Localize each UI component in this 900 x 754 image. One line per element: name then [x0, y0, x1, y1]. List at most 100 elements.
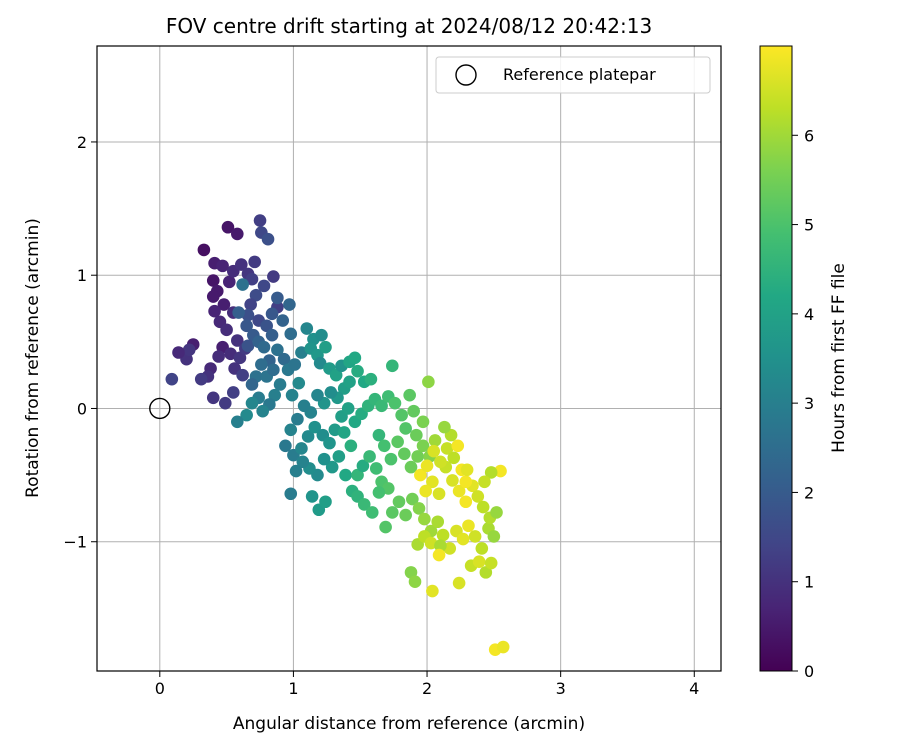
- data-point: [332, 450, 346, 463]
- data-point: [194, 372, 208, 386]
- data-point: [419, 484, 433, 498]
- data-point: [325, 460, 339, 474]
- data-point: [478, 475, 491, 489]
- data-point: [395, 408, 408, 422]
- data-point: [434, 539, 447, 553]
- data-point: [265, 328, 279, 342]
- data-point: [426, 584, 439, 598]
- data-point: [436, 528, 450, 542]
- data-point: [398, 447, 411, 461]
- data-point: [271, 343, 284, 357]
- data-point: [420, 459, 434, 473]
- data-point: [452, 576, 466, 590]
- data-point: [291, 412, 304, 426]
- data-point: [273, 378, 287, 391]
- colorbar-tick-label: 2: [804, 483, 814, 502]
- colorbar-tick-label: 3: [804, 394, 814, 413]
- data-point: [296, 455, 310, 469]
- data-point: [248, 255, 261, 269]
- data-point: [341, 402, 355, 415]
- data-point: [257, 340, 271, 354]
- data-point: [265, 307, 279, 321]
- data-point: [399, 508, 412, 522]
- data-point: [351, 364, 364, 378]
- data-point: [267, 270, 280, 283]
- data-point: [446, 474, 459, 487]
- data-point: [329, 368, 343, 382]
- data-point: [295, 442, 308, 455]
- data-point: [323, 436, 336, 450]
- data-point: [267, 363, 280, 377]
- data-point: [285, 388, 299, 402]
- data-point: [315, 328, 328, 342]
- data-point: [208, 304, 221, 318]
- data-point: [411, 450, 424, 463]
- data-point: [422, 375, 435, 389]
- data-point: [451, 439, 465, 453]
- data-point: [276, 314, 290, 327]
- data-point: [284, 487, 298, 501]
- data-point: [297, 399, 311, 413]
- data-point: [416, 415, 430, 429]
- data-point: [222, 275, 236, 289]
- data-point: [487, 530, 501, 543]
- data-point: [244, 298, 257, 311]
- data-point: [324, 386, 338, 399]
- y-tick-label: 2: [77, 133, 87, 152]
- x-tick-label: 3: [556, 679, 566, 698]
- y-axis-label: Rotation from reference (arcmin): [23, 218, 43, 498]
- x-tick-label: 4: [689, 679, 699, 698]
- data-point: [372, 428, 386, 442]
- data-point: [385, 359, 399, 373]
- data-point: [301, 430, 315, 443]
- data-point: [392, 495, 406, 509]
- data-point: [412, 502, 426, 515]
- colorbar-gradient: [759, 45, 793, 672]
- data-point: [216, 259, 229, 273]
- data-point: [257, 279, 271, 293]
- data-point: [456, 532, 470, 546]
- data-point: [399, 422, 412, 435]
- colorbar: 0 1 2 3 4 5 6 Hours from first FF file: [759, 45, 849, 681]
- data-point: [440, 442, 454, 455]
- data-point: [479, 566, 493, 579]
- data-point: [260, 319, 273, 333]
- x-axis-label: Angular distance from reference (arcmin): [233, 714, 585, 734]
- data-point: [283, 298, 296, 311]
- data-point: [407, 404, 420, 418]
- colorbar-tick-label: 4: [804, 305, 814, 324]
- data-point: [245, 272, 259, 286]
- data-point: [245, 378, 259, 391]
- data-point: [379, 520, 392, 534]
- data-points: [165, 214, 510, 656]
- legend-marker-icon: [455, 64, 477, 86]
- data-point: [426, 475, 439, 489]
- data-point: [300, 322, 314, 335]
- data-point: [240, 408, 253, 422]
- data-point: [212, 350, 225, 363]
- data-point: [284, 423, 298, 437]
- data-point: [385, 506, 399, 519]
- x-tick-label: 0: [155, 679, 165, 698]
- data-point: [432, 548, 446, 562]
- data-point: [431, 515, 445, 529]
- data-point: [462, 519, 475, 533]
- data-point: [226, 386, 240, 399]
- data-point: [317, 452, 331, 466]
- data-point: [484, 466, 498, 479]
- data-point: [235, 258, 248, 271]
- plot-frame: [96, 45, 722, 672]
- data-point: [406, 492, 419, 506]
- colorbar-tick-label: 0: [804, 662, 814, 681]
- data-point: [256, 404, 269, 418]
- colorbar-tick-label: 1: [804, 573, 814, 592]
- data-point: [428, 434, 442, 447]
- colorbar-ticks: 0 1 2 3 4 5 6: [792, 126, 814, 681]
- data-point: [182, 343, 196, 357]
- data-point: [233, 351, 247, 365]
- data-point: [288, 358, 302, 371]
- data-point: [377, 439, 391, 453]
- data-point: [308, 420, 322, 434]
- x-tick-label: 1: [288, 679, 298, 698]
